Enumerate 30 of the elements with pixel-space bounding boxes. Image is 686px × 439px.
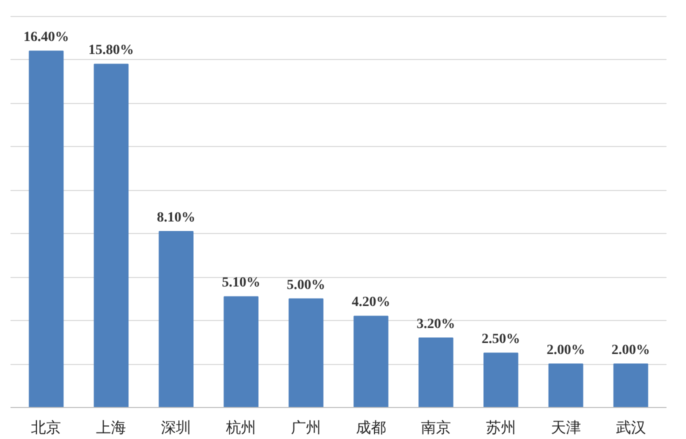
data-label: 15.80% (88, 43, 134, 58)
bar (613, 364, 648, 408)
x-tick-label: 上海 (96, 418, 126, 436)
data-label: 8.10% (156, 210, 196, 226)
data-label: 2.00% (612, 343, 650, 358)
bar (418, 337, 454, 408)
bar (354, 316, 388, 408)
data-label: 5.10% (222, 276, 260, 291)
data-label: 16.40% (23, 30, 69, 46)
data-label: 2.00% (546, 343, 586, 358)
x-tick-label: 深圳 (161, 418, 192, 436)
bar (483, 352, 518, 408)
bar (548, 364, 584, 408)
data-label: 4.20% (352, 295, 390, 310)
x-tick-label: 南京 (420, 418, 451, 436)
x-tick-label: 武汉 (616, 418, 646, 436)
x-tick-label: 天津 (550, 418, 581, 436)
x-tick-label: 广州 (291, 418, 322, 436)
data-label: 2.50% (482, 332, 520, 348)
bar (28, 50, 64, 408)
x-tick-label: 苏州 (486, 418, 516, 436)
bar (158, 231, 194, 408)
x-tick-label: 北京 (31, 418, 62, 436)
data-label: 3.20% (416, 316, 456, 332)
bar (288, 298, 324, 408)
x-tick-label: 成都 (356, 418, 386, 436)
x-tick-label: 杭州 (225, 418, 256, 436)
bar (94, 64, 129, 408)
bar (224, 296, 258, 408)
data-label: 5.00% (286, 278, 326, 293)
